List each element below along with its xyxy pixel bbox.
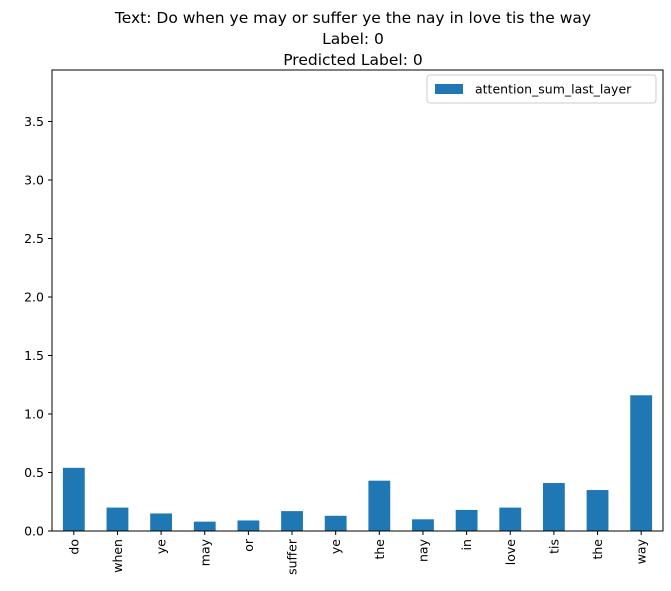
x-tick-label-4: or — [241, 538, 256, 552]
x-tick-label-9: in — [459, 539, 474, 550]
x-tick-label-11: tis — [546, 539, 561, 554]
bar-7 — [368, 480, 391, 531]
bar-4 — [237, 520, 260, 531]
y-tick-label-6: 3.0 — [24, 172, 44, 187]
legend-swatch — [435, 84, 463, 94]
y-tick-label-5: 2.5 — [24, 231, 44, 246]
x-tick-label-1: when — [110, 539, 125, 573]
bar-12 — [586, 490, 609, 531]
x-tick-label-10: love — [503, 539, 518, 566]
x-tick-label-2: ye — [154, 539, 169, 554]
bar-2 — [150, 513, 173, 531]
bar-3 — [193, 521, 216, 531]
y-tick-label-3: 1.5 — [24, 348, 44, 363]
x-tick-label-5: suffer — [285, 538, 300, 575]
x-tick-label-13: way — [634, 538, 649, 564]
y-tick-label-7: 3.5 — [24, 114, 44, 129]
x-tick-label-3: may — [197, 538, 212, 566]
bar-8 — [412, 519, 434, 531]
chart-title: Text: Do when ye may or suffer ye the na… — [114, 9, 591, 69]
bar-6 — [324, 515, 347, 531]
y-tick-label-2: 1.0 — [24, 406, 44, 421]
plot-area — [51, 69, 664, 532]
y-tick-label-0: 0.0 — [24, 524, 44, 539]
x-tick-label-0: do — [66, 539, 81, 555]
bar-5 — [281, 511, 303, 531]
x-axis: do when ye may or suffer ye the nay in love tis the w… — [66, 531, 649, 575]
bar-0 — [62, 467, 85, 531]
bar-10 — [499, 507, 522, 531]
bar-13 — [630, 395, 653, 531]
bar-1 — [106, 507, 129, 531]
x-tick-label-7: the — [372, 539, 387, 560]
axes-frame — [51, 69, 664, 532]
title-line-1: Text: Do when ye may or suffer ye the na… — [114, 9, 591, 27]
y-tick-label-1: 0.5 — [24, 465, 44, 480]
x-tick-label-6: ye — [328, 539, 343, 554]
title-line-3: Predicted Label: 0 — [283, 51, 423, 69]
y-axis: 0.0 0.5 1.0 1.5 2.0 2.5 3.0 3.5 — [24, 114, 52, 539]
legend: attention_sum_last_layer — [426, 74, 657, 104]
x-tick-label-8: nay — [415, 538, 430, 562]
bar-9 — [455, 509, 478, 531]
y-tick-label-4: 2.0 — [24, 289, 44, 304]
legend-box — [426, 74, 657, 104]
x-tick-label-12: the — [590, 539, 605, 560]
legend-label: attention_sum_last_layer — [475, 82, 632, 97]
title-line-2: Label: 0 — [322, 30, 384, 48]
bar-11 — [542, 483, 565, 531]
